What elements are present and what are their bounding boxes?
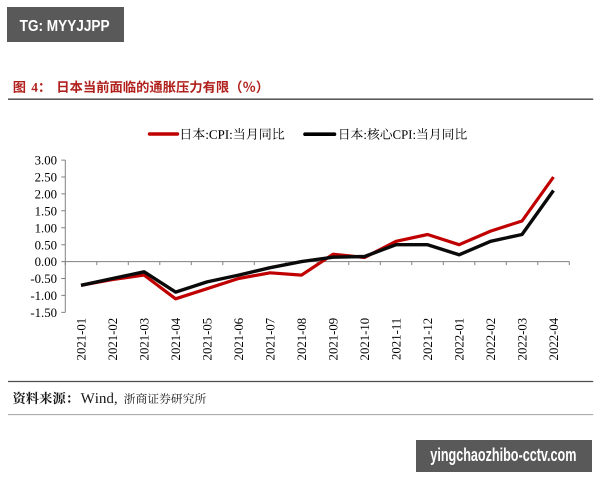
svg-text:0.00: 0.00 xyxy=(35,255,57,269)
svg-text:2021-12: 2021-12 xyxy=(421,318,435,361)
svg-text:2022-01: 2022-01 xyxy=(452,318,466,361)
svg-text:2021-06: 2021-06 xyxy=(232,317,246,360)
svg-text:-1.00: -1.00 xyxy=(30,289,57,303)
svg-text:2021-05: 2021-05 xyxy=(201,318,215,361)
svg-text:2021-09: 2021-09 xyxy=(326,318,340,361)
svg-text:-0.50: -0.50 xyxy=(30,272,57,286)
svg-text:2022-04: 2022-04 xyxy=(547,317,561,360)
svg-text:1.50: 1.50 xyxy=(35,204,57,218)
svg-text:2021-07: 2021-07 xyxy=(263,317,277,360)
svg-text:2021-03: 2021-03 xyxy=(138,318,152,361)
svg-text:0.50: 0.50 xyxy=(35,238,57,252)
svg-text:2021-02: 2021-02 xyxy=(106,318,120,361)
svg-text:2.00: 2.00 xyxy=(35,188,57,202)
svg-text:2022-03: 2022-03 xyxy=(515,318,529,361)
svg-text:2021-04: 2021-04 xyxy=(169,317,183,360)
svg-text:-1.50: -1.50 xyxy=(30,306,57,320)
svg-text:2021-01: 2021-01 xyxy=(75,318,89,361)
svg-text:2021-11: 2021-11 xyxy=(389,318,403,360)
svg-text:3.00: 3.00 xyxy=(35,154,57,168)
svg-text:2022-02: 2022-02 xyxy=(484,318,498,361)
svg-text:2021-10: 2021-10 xyxy=(358,318,372,361)
svg-text:2.50: 2.50 xyxy=(35,171,57,185)
svg-text:2021-08: 2021-08 xyxy=(295,318,309,361)
svg-text:1.00: 1.00 xyxy=(35,221,57,235)
